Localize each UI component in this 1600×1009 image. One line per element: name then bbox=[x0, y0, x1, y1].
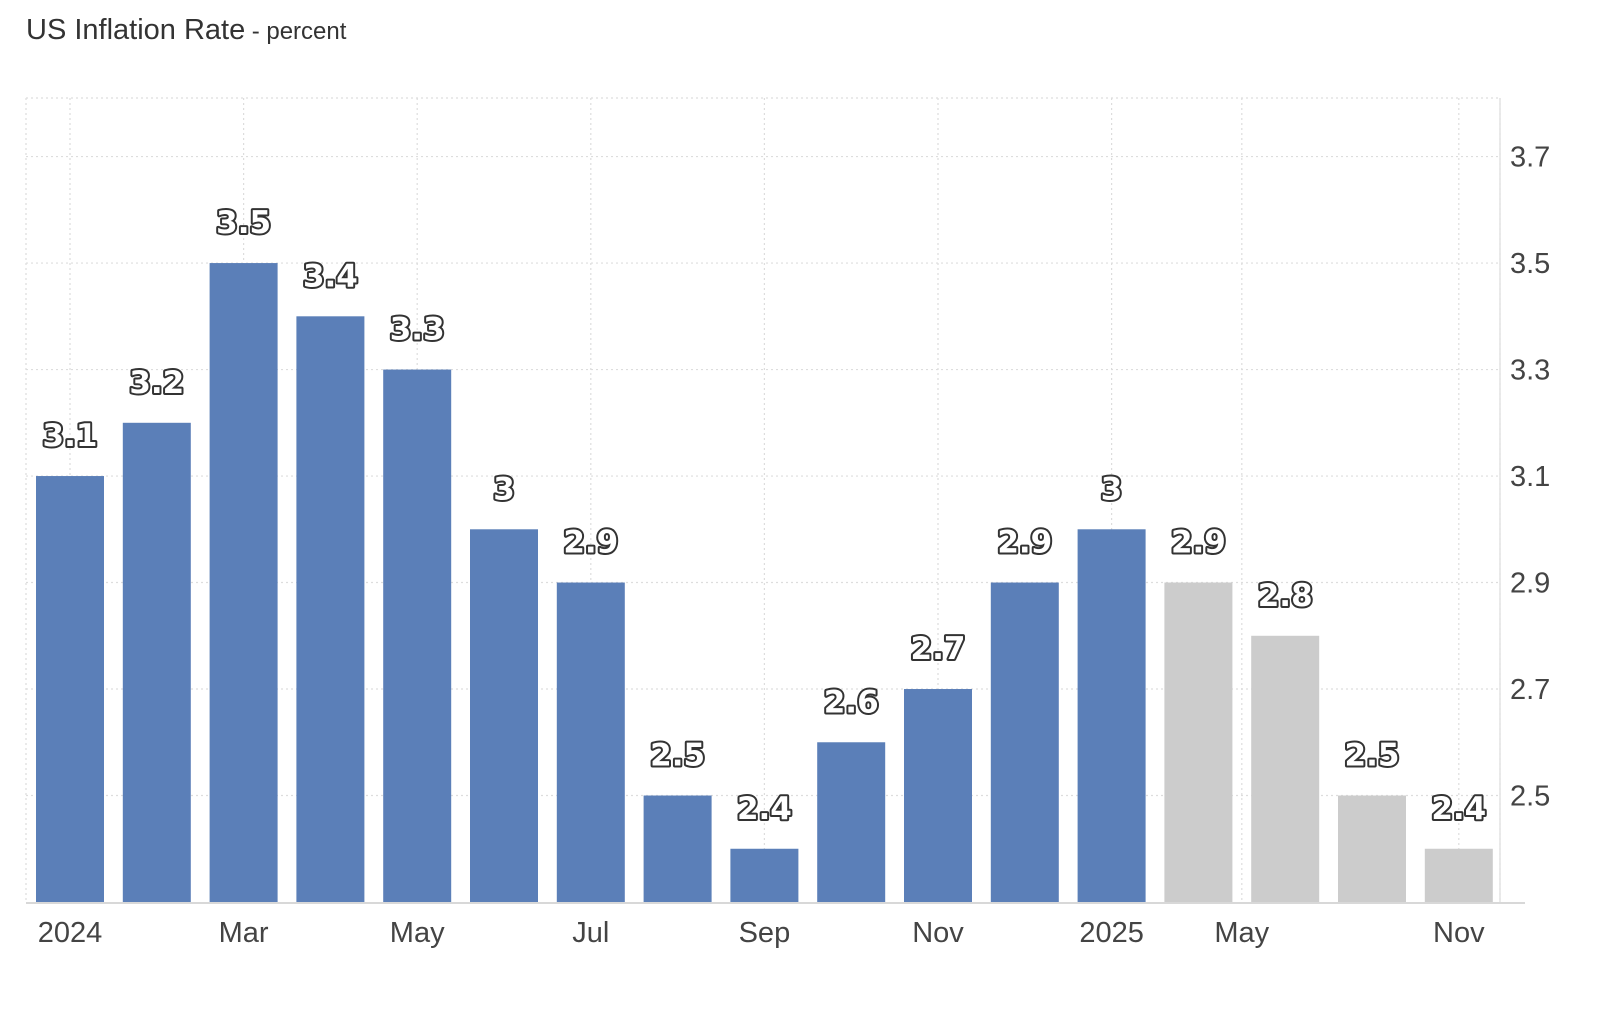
bar-2024-09[interactable] bbox=[730, 848, 799, 902]
y-tick-label: 2.9 bbox=[1510, 568, 1550, 600]
axes: 2.5 2.7 2.9 3.1 3.3 3.5 3.7 2024 Mar May Jul Sep Nov… bbox=[26, 98, 1550, 949]
data-label: 2.9 bbox=[1171, 525, 1226, 561]
chart-subtitle: - percent bbox=[251, 18, 347, 45]
x-tick-label: Nov bbox=[1433, 917, 1485, 949]
data-label: 2.5 bbox=[1345, 738, 1400, 774]
data-label: 2.9 bbox=[563, 525, 618, 561]
x-tick-label: 2025 bbox=[1079, 917, 1144, 949]
bar-2025-09[interactable] bbox=[1338, 795, 1406, 902]
y-tick-label: 2.5 bbox=[1510, 781, 1550, 813]
data-labels: 3.1 3.2 3.5 3.4 3.3 3 2.9 2.5 2.4 2.6 2.7 2.9 3 2.9 2.… bbox=[41, 203, 1489, 829]
bar-2024-03[interactable] bbox=[209, 263, 278, 903]
data-label: 2.8 bbox=[1258, 578, 1313, 614]
bar-2024-04[interactable] bbox=[296, 316, 365, 902]
data-label: 2.4 bbox=[737, 791, 792, 827]
bar-2025-05[interactable] bbox=[1251, 635, 1320, 902]
data-label: 3.3 bbox=[390, 312, 445, 348]
data-label: 3.2 bbox=[129, 365, 184, 401]
bar-2024-05[interactable] bbox=[383, 369, 452, 902]
data-label: 2.5 bbox=[650, 738, 705, 774]
y-tick-label: 3.1 bbox=[1510, 461, 1550, 493]
bar-2024-02[interactable] bbox=[122, 422, 191, 902]
data-label: 3.1 bbox=[43, 418, 98, 454]
x-tick-label: May bbox=[390, 917, 445, 949]
data-label: 3.5 bbox=[216, 205, 271, 241]
bars bbox=[36, 263, 1493, 903]
y-tick-label: 3.7 bbox=[1510, 142, 1550, 174]
data-label: 2.9 bbox=[997, 525, 1052, 561]
y-tick-label: 3.5 bbox=[1510, 248, 1550, 280]
bar-2025-11[interactable] bbox=[1424, 848, 1493, 902]
data-label: 2.7 bbox=[911, 631, 966, 667]
bar-2024-07[interactable] bbox=[556, 582, 625, 902]
data-label: 3 bbox=[1101, 471, 1123, 507]
data-label: 2.6 bbox=[824, 684, 879, 720]
chart-title: US Inflation Rate bbox=[26, 14, 246, 46]
x-tick-label: Jul bbox=[572, 917, 609, 949]
bar-2025-01[interactable] bbox=[1077, 529, 1146, 902]
data-label: 3.4 bbox=[303, 258, 358, 294]
data-label: 3 bbox=[493, 471, 515, 507]
bar-2024-08[interactable] bbox=[643, 795, 712, 902]
x-tick-label: May bbox=[1214, 917, 1269, 949]
x-tick-label: Nov bbox=[912, 917, 964, 949]
bar-2024-12[interactable] bbox=[990, 582, 1059, 902]
chart-header: US Inflation Rate - percent bbox=[26, 14, 346, 47]
data-label: 2.4 bbox=[1431, 791, 1486, 827]
bar-2024-06[interactable] bbox=[470, 529, 538, 902]
bar-2024-01[interactable] bbox=[36, 476, 104, 902]
bar-2025-04[interactable] bbox=[1164, 582, 1233, 902]
bar-2024-10[interactable] bbox=[817, 742, 886, 902]
x-tick-label: Mar bbox=[219, 917, 269, 949]
y-tick-label: 3.3 bbox=[1510, 355, 1550, 387]
x-tick-label: Sep bbox=[739, 917, 791, 949]
y-tick-label: 2.7 bbox=[1510, 674, 1550, 706]
bar-2024-11[interactable] bbox=[904, 689, 972, 902]
x-tick-label: 2024 bbox=[38, 917, 103, 949]
